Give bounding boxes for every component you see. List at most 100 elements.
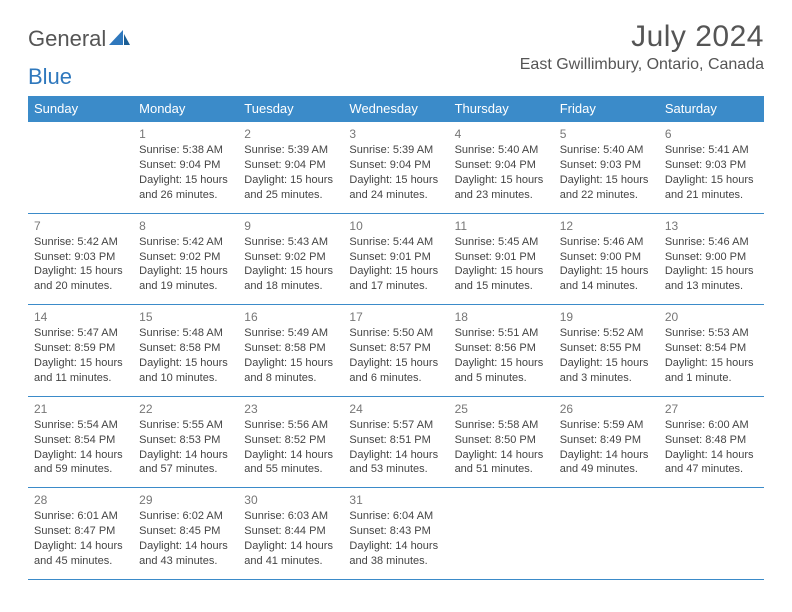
day-info-line: and 25 minutes.: [244, 188, 337, 203]
week-row: 21Sunrise: 5:54 AMSunset: 8:54 PMDayligh…: [28, 396, 764, 488]
day-info-line: and 14 minutes.: [560, 279, 653, 294]
day-number: 8: [139, 218, 232, 234]
day-info-line: Sunset: 8:57 PM: [349, 341, 442, 356]
day-info-line: Sunset: 8:49 PM: [560, 433, 653, 448]
day-info-line: Daylight: 14 hours: [560, 448, 653, 463]
day-info-line: Sunrise: 5:40 AM: [455, 143, 548, 158]
day-number: 16: [244, 309, 337, 325]
day-cell: 23Sunrise: 5:56 AMSunset: 8:52 PMDayligh…: [238, 396, 343, 488]
day-info-line: Sunrise: 6:03 AM: [244, 509, 337, 524]
day-cell: 6Sunrise: 5:41 AMSunset: 9:03 PMDaylight…: [659, 122, 764, 214]
day-info-line: Sunset: 8:45 PM: [139, 524, 232, 539]
day-info-line: Daylight: 15 hours: [349, 264, 442, 279]
day-info-line: Sunrise: 5:41 AM: [665, 143, 758, 158]
weekday-header: Monday: [133, 96, 238, 122]
day-info-line: Sunset: 8:51 PM: [349, 433, 442, 448]
day-info-line: Daylight: 14 hours: [665, 448, 758, 463]
day-info-line: and 47 minutes.: [665, 462, 758, 477]
day-info-line: Daylight: 15 hours: [349, 356, 442, 371]
day-info-line: Sunrise: 6:00 AM: [665, 418, 758, 433]
day-info-line: Daylight: 15 hours: [34, 264, 127, 279]
day-info-line: Sunset: 8:54 PM: [665, 341, 758, 356]
day-info-line: Sunset: 8:44 PM: [244, 524, 337, 539]
day-cell: 16Sunrise: 5:49 AMSunset: 8:58 PMDayligh…: [238, 305, 343, 397]
week-row: 1Sunrise: 5:38 AMSunset: 9:04 PMDaylight…: [28, 122, 764, 214]
day-number: 4: [455, 126, 548, 142]
day-number: 27: [665, 401, 758, 417]
day-number: 12: [560, 218, 653, 234]
day-info-line: Sunset: 8:50 PM: [455, 433, 548, 448]
day-cell: 28Sunrise: 6:01 AMSunset: 8:47 PMDayligh…: [28, 488, 133, 580]
day-info-line: Daylight: 15 hours: [34, 356, 127, 371]
day-cell: 25Sunrise: 5:58 AMSunset: 8:50 PMDayligh…: [449, 396, 554, 488]
day-info-line: and 55 minutes.: [244, 462, 337, 477]
day-number: 10: [349, 218, 442, 234]
day-info-line: Sunset: 8:58 PM: [139, 341, 232, 356]
day-info-line: Sunrise: 6:01 AM: [34, 509, 127, 524]
day-info-line: Sunrise: 5:49 AM: [244, 326, 337, 341]
day-info-line: Daylight: 15 hours: [560, 173, 653, 188]
week-row: 7Sunrise: 5:42 AMSunset: 9:03 PMDaylight…: [28, 213, 764, 305]
day-info-line: Sunrise: 5:53 AM: [665, 326, 758, 341]
day-info-line: Sunrise: 5:54 AM: [34, 418, 127, 433]
day-info-line: Sunset: 8:53 PM: [139, 433, 232, 448]
day-number: 22: [139, 401, 232, 417]
logo-sail-icon: [109, 26, 131, 52]
day-info-line: and 19 minutes.: [139, 279, 232, 294]
calendar-body: 1Sunrise: 5:38 AMSunset: 9:04 PMDaylight…: [28, 122, 764, 580]
day-info-line: Sunset: 8:58 PM: [244, 341, 337, 356]
day-info-line: Sunrise: 5:55 AM: [139, 418, 232, 433]
day-info-line: Daylight: 14 hours: [349, 448, 442, 463]
day-info-line: and 22 minutes.: [560, 188, 653, 203]
day-number: 1: [139, 126, 232, 142]
day-info-line: Daylight: 15 hours: [665, 264, 758, 279]
day-info-line: and 53 minutes.: [349, 462, 442, 477]
day-info-line: Sunrise: 6:02 AM: [139, 509, 232, 524]
logo: General: [28, 20, 131, 52]
day-number: 26: [560, 401, 653, 417]
day-info-line: Sunset: 8:55 PM: [560, 341, 653, 356]
day-info-line: Daylight: 15 hours: [560, 356, 653, 371]
weekday-header: Thursday: [449, 96, 554, 122]
day-info-line: Sunset: 9:01 PM: [349, 250, 442, 265]
weekday-header-row: Sunday Monday Tuesday Wednesday Thursday…: [28, 96, 764, 122]
day-info-line: and 8 minutes.: [244, 371, 337, 386]
day-cell: 4Sunrise: 5:40 AMSunset: 9:04 PMDaylight…: [449, 122, 554, 214]
day-info-line: Daylight: 15 hours: [244, 356, 337, 371]
day-cell: 27Sunrise: 6:00 AMSunset: 8:48 PMDayligh…: [659, 396, 764, 488]
day-cell: 7Sunrise: 5:42 AMSunset: 9:03 PMDaylight…: [28, 213, 133, 305]
day-number: 2: [244, 126, 337, 142]
day-cell: 31Sunrise: 6:04 AMSunset: 8:43 PMDayligh…: [343, 488, 448, 580]
day-info-line: Sunset: 9:03 PM: [665, 158, 758, 173]
day-cell: [28, 122, 133, 214]
day-info-line: Sunset: 8:48 PM: [665, 433, 758, 448]
day-info-line: Sunrise: 5:47 AM: [34, 326, 127, 341]
day-cell: 19Sunrise: 5:52 AMSunset: 8:55 PMDayligh…: [554, 305, 659, 397]
day-info-line: Sunrise: 5:38 AM: [139, 143, 232, 158]
day-cell: 18Sunrise: 5:51 AMSunset: 8:56 PMDayligh…: [449, 305, 554, 397]
day-info-line: and 45 minutes.: [34, 554, 127, 569]
day-info-line: Sunrise: 5:58 AM: [455, 418, 548, 433]
day-info-line: Sunrise: 5:43 AM: [244, 235, 337, 250]
week-row: 14Sunrise: 5:47 AMSunset: 8:59 PMDayligh…: [28, 305, 764, 397]
day-number: 9: [244, 218, 337, 234]
day-cell: 5Sunrise: 5:40 AMSunset: 9:03 PMDaylight…: [554, 122, 659, 214]
day-info-line: Sunrise: 6:04 AM: [349, 509, 442, 524]
day-info-line: Sunrise: 5:44 AM: [349, 235, 442, 250]
day-cell: 8Sunrise: 5:42 AMSunset: 9:02 PMDaylight…: [133, 213, 238, 305]
day-info-line: Sunset: 9:04 PM: [244, 158, 337, 173]
day-info-line: Daylight: 15 hours: [139, 173, 232, 188]
day-info-line: Daylight: 14 hours: [244, 539, 337, 554]
day-info-line: Sunrise: 5:51 AM: [455, 326, 548, 341]
day-info-line: Sunrise: 5:45 AM: [455, 235, 548, 250]
day-info-line: Daylight: 15 hours: [244, 173, 337, 188]
day-cell: 29Sunrise: 6:02 AMSunset: 8:45 PMDayligh…: [133, 488, 238, 580]
day-info-line: Daylight: 14 hours: [139, 448, 232, 463]
day-number: 30: [244, 492, 337, 508]
day-info-line: Daylight: 15 hours: [349, 173, 442, 188]
day-info-line: Daylight: 15 hours: [244, 264, 337, 279]
day-number: 15: [139, 309, 232, 325]
day-cell: 15Sunrise: 5:48 AMSunset: 8:58 PMDayligh…: [133, 305, 238, 397]
day-info-line: Daylight: 14 hours: [455, 448, 548, 463]
day-number: 13: [665, 218, 758, 234]
